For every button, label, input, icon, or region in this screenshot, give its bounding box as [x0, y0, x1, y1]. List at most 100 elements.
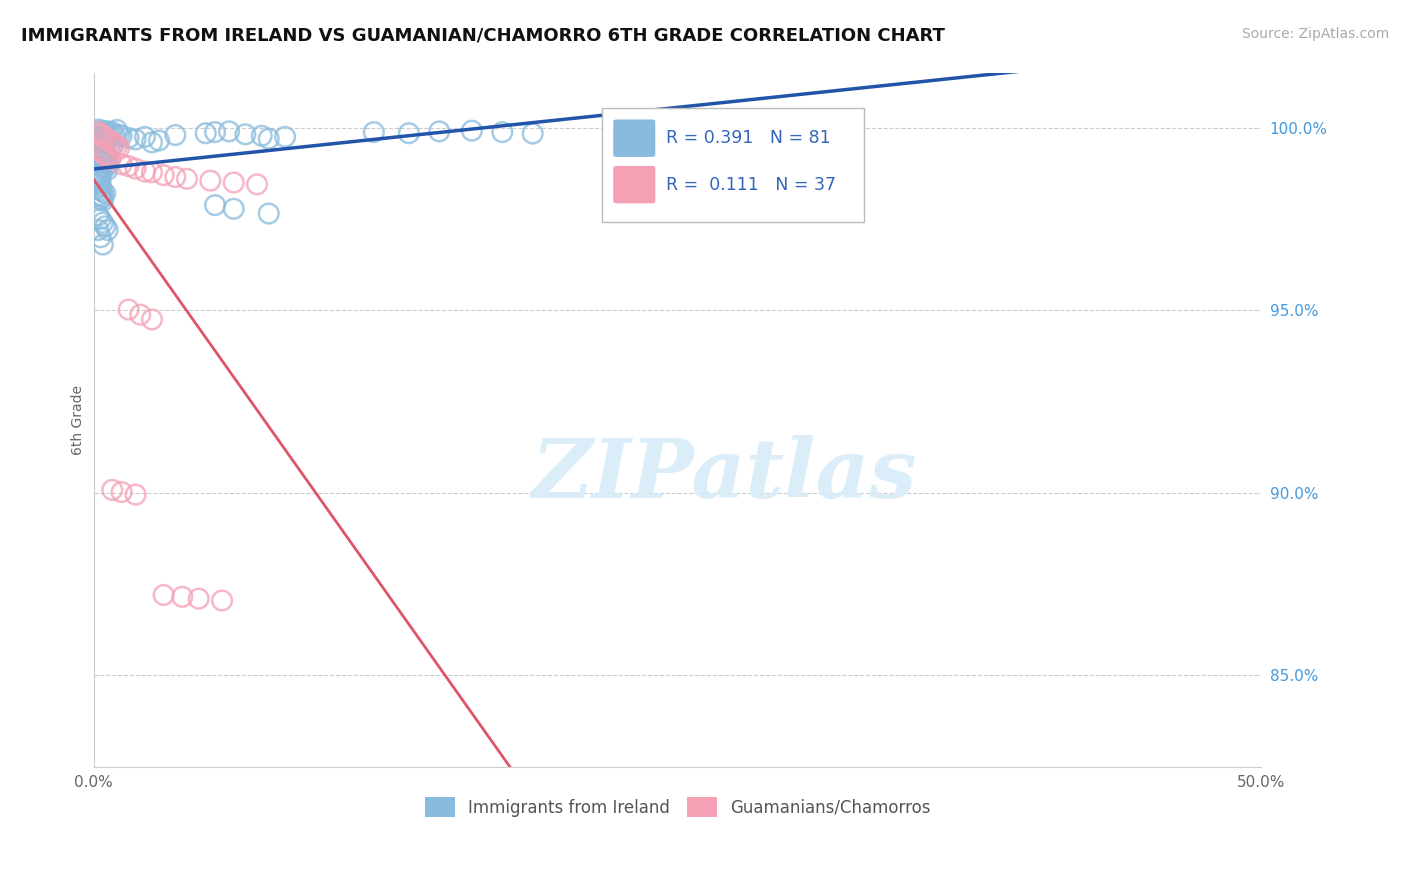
- Point: [94, 155, 117, 169]
- Legend: Immigrants from Ireland, Guamanians/Chamorros: Immigrants from Ireland, Guamanians/Cham…: [418, 790, 936, 824]
- Point: [101, 136, 124, 150]
- Text: ZIPatlas: ZIPatlas: [531, 435, 917, 516]
- Point: [522, 127, 544, 141]
- Point: [110, 485, 132, 500]
- Point: [98, 137, 121, 152]
- Point: [491, 125, 513, 139]
- Point: [110, 128, 132, 143]
- Point: [124, 132, 146, 146]
- Point: [91, 237, 114, 252]
- Point: [152, 168, 174, 182]
- Point: [90, 141, 112, 155]
- Point: [104, 137, 127, 152]
- Point: [110, 157, 132, 171]
- Point: [427, 124, 450, 138]
- Point: [363, 125, 385, 139]
- Point: [235, 128, 257, 142]
- Point: [94, 150, 117, 164]
- Point: [204, 125, 226, 139]
- Point: [222, 202, 245, 216]
- Point: [187, 591, 209, 606]
- Point: [94, 186, 117, 201]
- Point: [87, 181, 110, 195]
- Point: [90, 131, 112, 145]
- Point: [87, 223, 110, 237]
- Point: [141, 312, 163, 326]
- Point: [141, 165, 163, 179]
- Point: [211, 593, 233, 607]
- Point: [222, 176, 245, 190]
- Point: [87, 125, 110, 139]
- Point: [94, 145, 117, 159]
- Point: [257, 131, 280, 145]
- Point: [90, 146, 112, 161]
- Point: [91, 190, 114, 204]
- Point: [108, 141, 131, 155]
- Point: [91, 185, 114, 199]
- Text: R =  0.111   N = 37: R = 0.111 N = 37: [666, 176, 835, 194]
- Point: [97, 132, 120, 146]
- FancyBboxPatch shape: [613, 166, 655, 203]
- Point: [91, 153, 114, 168]
- Point: [94, 126, 117, 140]
- Point: [94, 219, 117, 234]
- Point: [87, 168, 110, 182]
- Point: [90, 230, 112, 244]
- Point: [461, 123, 484, 137]
- Point: [90, 145, 112, 159]
- Point: [91, 216, 114, 230]
- Point: [90, 166, 112, 180]
- Point: [87, 164, 110, 178]
- Point: [218, 124, 240, 138]
- Point: [98, 152, 121, 166]
- Point: [141, 136, 163, 150]
- Point: [87, 178, 110, 192]
- Point: [91, 134, 114, 148]
- Point: [91, 148, 114, 162]
- Point: [90, 169, 112, 184]
- Point: [97, 152, 120, 166]
- Point: [94, 136, 117, 150]
- Point: [98, 134, 121, 148]
- Point: [134, 129, 156, 144]
- Text: Source: ZipAtlas.com: Source: ZipAtlas.com: [1241, 27, 1389, 41]
- Point: [87, 122, 110, 136]
- Point: [124, 161, 146, 176]
- Point: [94, 161, 117, 175]
- Point: [250, 128, 273, 143]
- Point: [97, 132, 120, 146]
- Point: [101, 483, 124, 497]
- Point: [91, 194, 114, 208]
- Point: [90, 179, 112, 194]
- Point: [117, 302, 139, 317]
- Point: [117, 131, 139, 145]
- Point: [97, 162, 120, 177]
- Point: [91, 159, 114, 173]
- Point: [194, 126, 217, 140]
- Point: [97, 124, 120, 138]
- Point: [90, 176, 112, 190]
- Point: [87, 129, 110, 144]
- Point: [87, 143, 110, 157]
- Point: [398, 126, 420, 140]
- Point: [97, 223, 120, 237]
- Point: [105, 123, 128, 137]
- Point: [124, 487, 146, 501]
- Point: [90, 188, 112, 202]
- Point: [97, 150, 120, 164]
- Point: [165, 169, 187, 184]
- Point: [101, 125, 124, 139]
- Point: [87, 174, 110, 188]
- Point: [129, 308, 152, 322]
- Point: [90, 183, 112, 197]
- Point: [91, 143, 114, 157]
- Point: [108, 128, 131, 142]
- Point: [91, 123, 114, 137]
- Point: [117, 159, 139, 173]
- Point: [101, 139, 124, 153]
- Point: [90, 212, 112, 227]
- Point: [152, 588, 174, 602]
- Point: [87, 208, 110, 222]
- Point: [104, 128, 127, 143]
- Point: [90, 125, 112, 139]
